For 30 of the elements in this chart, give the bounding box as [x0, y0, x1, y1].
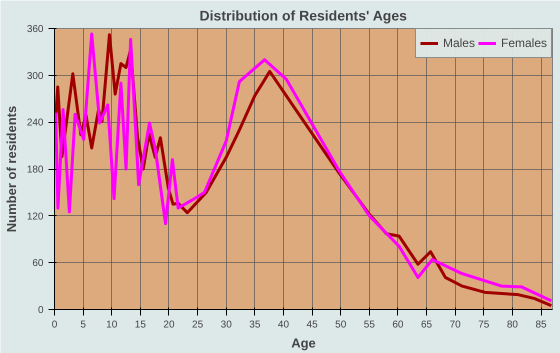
x-tick-label: 20 — [163, 320, 175, 330]
y-axis-title: Number of residents — [4, 106, 19, 232]
x-tick-label: 70 — [450, 320, 462, 330]
legend-label: Females — [500, 36, 547, 50]
x-tick-label: 0 — [52, 320, 58, 330]
y-tick-label: 180 — [26, 164, 44, 176]
legend-label: Males — [442, 36, 475, 50]
x-tick-label: 5 — [80, 320, 86, 330]
chart-title: Distribution of Residents' Ages — [200, 8, 408, 24]
x-tick-label: 10 — [106, 320, 118, 330]
y-tick-label: 360 — [26, 24, 44, 35]
x-tick-label: 30 — [220, 320, 232, 330]
x-tick-label: 85 — [535, 320, 548, 330]
y-tick-label: 240 — [26, 118, 44, 129]
x-tick-label: 15 — [134, 320, 146, 330]
y-tick-label: 300 — [26, 70, 44, 82]
x-tick-label: 75 — [478, 320, 490, 330]
y-tick-label: 120 — [26, 211, 44, 222]
x-tick-label: 25 — [192, 320, 204, 330]
x-tick-label: 80 — [506, 320, 518, 330]
x-tick-label: 55 — [364, 320, 376, 330]
x-tick-label: 40 — [278, 320, 290, 330]
x-tick-label: 65 — [421, 320, 433, 330]
y-tick-label: 0 — [38, 305, 44, 316]
x-axis-title: Age — [291, 336, 316, 350]
x-tick-label: 35 — [249, 320, 261, 330]
y-tick-label: 60 — [32, 258, 44, 270]
x-tick-label: 45 — [306, 320, 318, 330]
x-tick-label: 60 — [392, 320, 404, 330]
x-tick-label: 50 — [335, 320, 347, 330]
